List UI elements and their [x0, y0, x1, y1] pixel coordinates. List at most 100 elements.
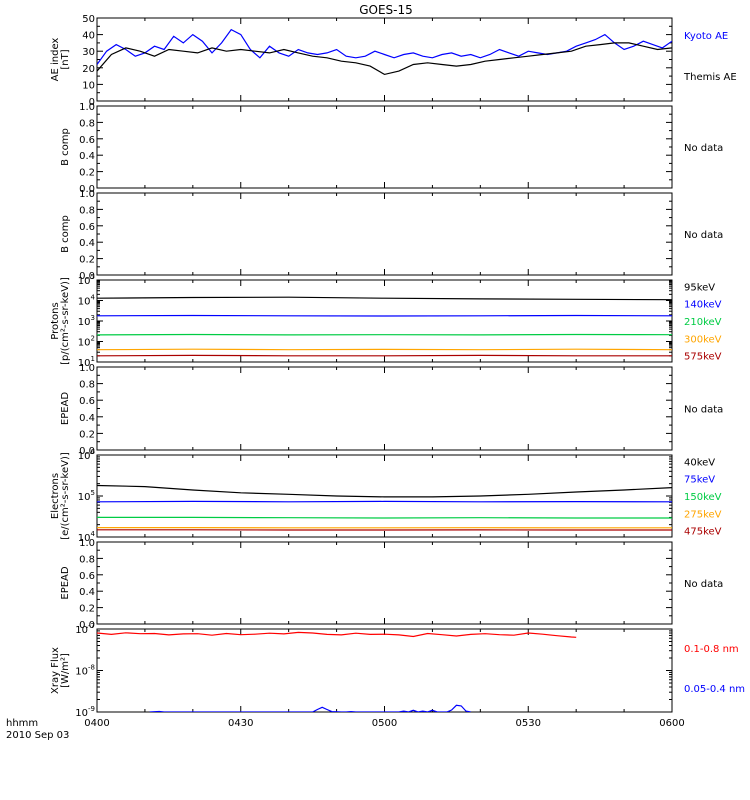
y-tick-label: 102 [78, 335, 95, 349]
series-line-kyoto-ae [97, 28, 672, 65]
y-tick-label: 20 [82, 64, 95, 75]
y-tick-label: 0.2 [79, 429, 95, 440]
panel-epead1 [96, 366, 673, 451]
panel-b2 [96, 192, 673, 276]
series-line-40kev [97, 484, 672, 498]
y-tick-label: 40 [82, 31, 95, 42]
y-tick-label: 1.0 [79, 189, 95, 200]
panel-electrons [96, 454, 673, 538]
plot-title: GOES-15 [359, 3, 413, 17]
y-axis-label: EPEAD [60, 392, 71, 426]
y-tick-label: 0.6 [79, 571, 95, 582]
y-tick-label: 103 [78, 314, 95, 328]
y-tick-label: 0.2 [79, 604, 95, 615]
panel-ae [96, 17, 673, 102]
y-tick-label: 0.6 [79, 222, 95, 233]
panel-frame [96, 541, 673, 625]
y-tick-label: 50 [82, 14, 95, 25]
legend-95kev: 95keV [684, 282, 715, 293]
y-tick-label: 1.0 [79, 102, 95, 113]
y-tick-label: 0.4 [79, 238, 95, 249]
legend-210kev: 210keV [684, 317, 722, 328]
y-tick-label: 0.6 [79, 135, 95, 146]
series-line-300kev [97, 348, 672, 351]
y-tick-label: 0.0 [79, 620, 95, 631]
y-tick-label: 1.0 [79, 538, 95, 549]
series-line-95kev [97, 296, 672, 301]
legend-xray-long: 0.1-0.8 nm [684, 644, 739, 655]
y-tick-label: 105 [78, 273, 95, 287]
y-tick-label: 0.0 [79, 184, 95, 195]
panel-frame [96, 454, 673, 538]
y-axis-label: [e/(cm²-s-sr-keV)] [60, 452, 71, 540]
series-line-0-1-0-8-nm [97, 631, 577, 638]
y-tick-label: 0.4 [79, 587, 95, 598]
y-axis-label: [nT] [60, 49, 71, 69]
panel-frame [96, 17, 673, 102]
y-tick-label: 0.4 [79, 151, 95, 162]
y-tick-label: 0.8 [79, 118, 95, 129]
y-axis-label: Xray Flux [50, 647, 61, 694]
y-axis-label: B comp [60, 215, 71, 253]
no-data-label: No data [684, 143, 723, 154]
y-tick-label: 1.0 [79, 363, 95, 374]
series-line-0-05-0-4-nm [149, 704, 471, 712]
y-tick-label: 0.0 [79, 446, 95, 457]
series-line-themis-ae [97, 42, 672, 76]
y-tick-label: 0.4 [79, 413, 95, 424]
y-axis-label: AE index [50, 38, 61, 82]
no-data-label: No data [684, 579, 723, 590]
date-label: 2010 Sep 03 [6, 730, 69, 741]
y-tick-label: 30 [82, 47, 95, 58]
y-tick-label: 10-9 [75, 705, 95, 719]
panel-xray [96, 628, 673, 713]
panel-frame [96, 366, 673, 451]
y-tick-label: 104 [78, 530, 96, 544]
y-tick-label: 10 [82, 80, 95, 91]
y-axis-label: [W/m²] [60, 653, 71, 688]
y-tick-label: 104 [78, 294, 96, 308]
panel-frame [96, 192, 673, 276]
y-tick-label: 0.8 [79, 205, 95, 216]
x-tick-label: 0530 [516, 718, 541, 729]
legend-kyoto-ae: Kyoto AE [684, 31, 728, 42]
y-tick-label: 10-7 [75, 622, 95, 636]
no-data-label: No data [684, 405, 723, 416]
series-line-150kev [97, 516, 672, 519]
x-tick-label: 0430 [228, 718, 253, 729]
panel-frame [96, 105, 673, 189]
panel-b1 [96, 105, 673, 189]
y-tick-label: 0.2 [79, 255, 95, 266]
legend-75kev: 75keV [684, 475, 715, 486]
x-tick-label: 0500 [372, 718, 397, 729]
panel-frame [96, 628, 673, 713]
y-tick-label: 0.0 [79, 271, 95, 282]
y-tick-label: 0.2 [79, 168, 95, 179]
time-label: hhmm [6, 718, 38, 729]
legend-300kev: 300keV [684, 334, 722, 345]
legend-575kev: 575keV [684, 352, 722, 363]
y-axis-label: B comp [60, 128, 71, 166]
legend-475kev: 475keV [684, 527, 722, 538]
y-tick-label: 0.8 [79, 554, 95, 565]
y-axis-label: Protons [50, 302, 61, 339]
y-tick-label: 105 [78, 489, 95, 503]
y-tick-label: 0 [89, 97, 95, 108]
y-tick-label: 101 [78, 355, 95, 369]
y-tick-label: 0.6 [79, 396, 95, 407]
y-axis-label: Electrons [50, 473, 61, 519]
y-axis-label: EPEAD [60, 566, 71, 600]
legend-140kev: 140keV [684, 300, 722, 311]
y-tick-label: 0.8 [79, 380, 95, 391]
x-tick-label: 0600 [659, 718, 684, 729]
y-axis-label: [p/(cm²-s-sr-keV)] [60, 277, 71, 365]
no-data-label: No data [684, 230, 723, 241]
legend-40kev: 40keV [684, 457, 715, 468]
panel-protons [96, 279, 673, 363]
x-tick-label: 0400 [84, 718, 109, 729]
panel-epead2 [96, 541, 673, 625]
series-line-140kev [97, 314, 672, 317]
legend-275kev: 275keV [684, 509, 722, 520]
legend-150kev: 150keV [684, 492, 722, 503]
